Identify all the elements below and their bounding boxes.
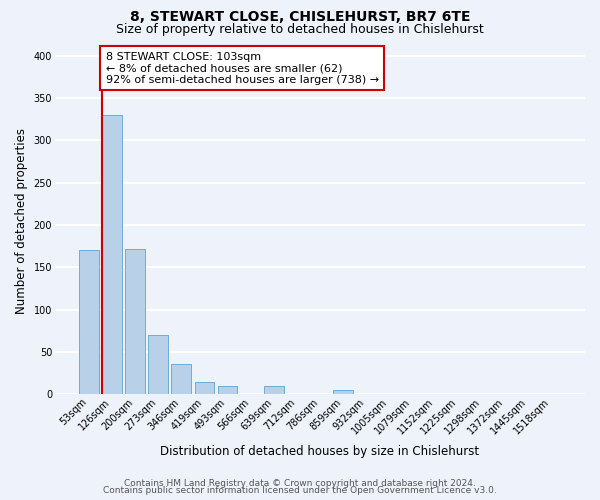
Bar — [79, 250, 98, 394]
Text: 8 STEWART CLOSE: 103sqm
← 8% of detached houses are smaller (62)
92% of semi-det: 8 STEWART CLOSE: 103sqm ← 8% of detached… — [106, 52, 379, 85]
Bar — [218, 386, 238, 394]
Text: 8, STEWART CLOSE, CHISLEHURST, BR7 6TE: 8, STEWART CLOSE, CHISLEHURST, BR7 6TE — [130, 10, 470, 24]
Bar — [172, 364, 191, 394]
Bar — [102, 115, 122, 394]
Bar — [125, 248, 145, 394]
Y-axis label: Number of detached properties: Number of detached properties — [15, 128, 28, 314]
Bar — [333, 390, 353, 394]
Bar — [264, 386, 284, 394]
X-axis label: Distribution of detached houses by size in Chislehurst: Distribution of detached houses by size … — [160, 444, 479, 458]
Bar — [148, 335, 168, 394]
Bar — [194, 382, 214, 394]
Text: Contains public sector information licensed under the Open Government Licence v3: Contains public sector information licen… — [103, 486, 497, 495]
Text: Contains HM Land Registry data © Crown copyright and database right 2024.: Contains HM Land Registry data © Crown c… — [124, 478, 476, 488]
Text: Size of property relative to detached houses in Chislehurst: Size of property relative to detached ho… — [116, 22, 484, 36]
